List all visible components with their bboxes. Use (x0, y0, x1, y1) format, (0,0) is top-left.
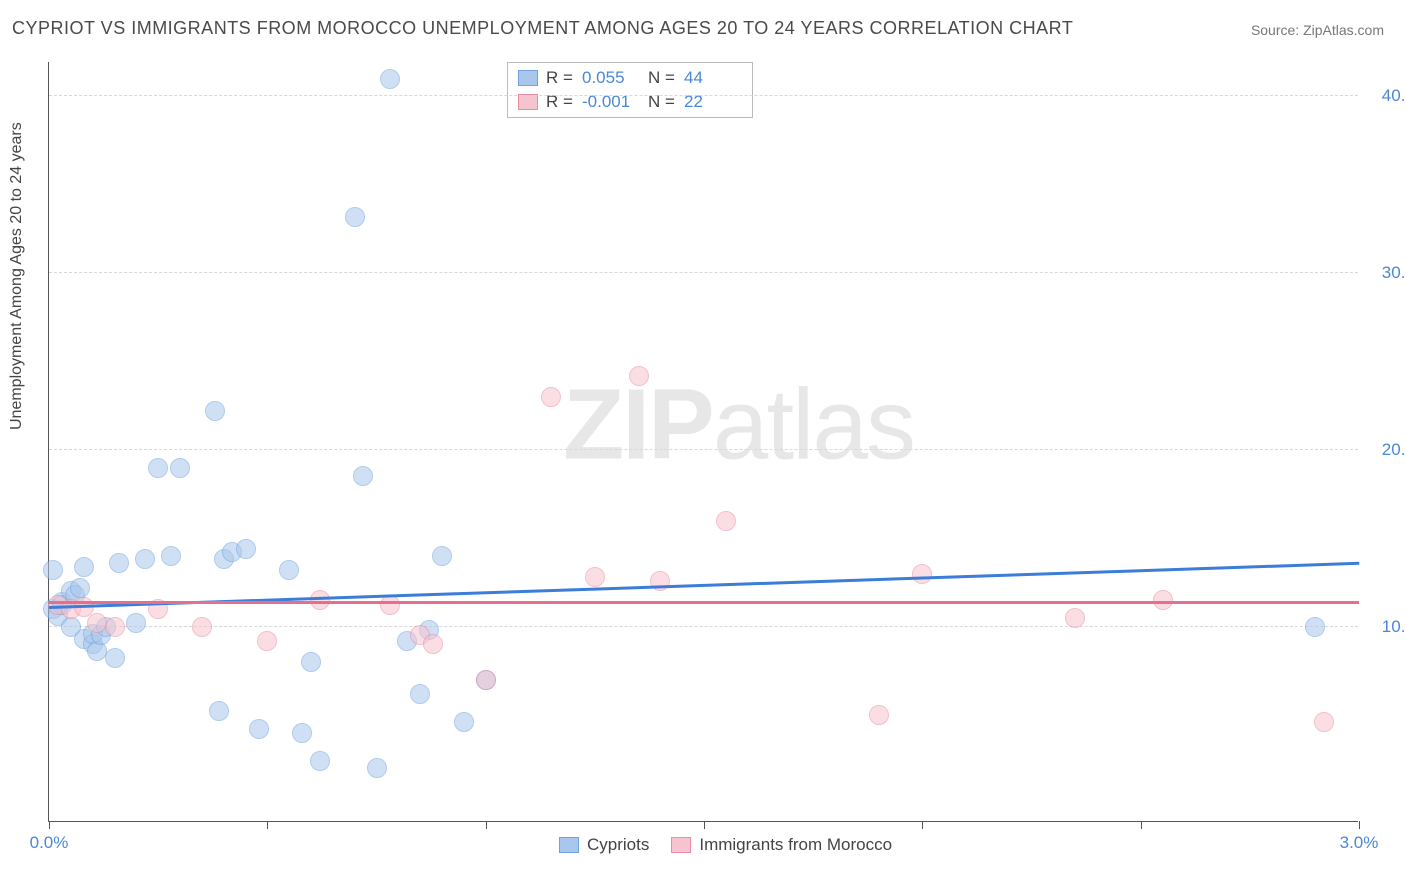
legend-row-cypriots: R = 0.055 N = 44 (518, 66, 742, 90)
series-legend: Cypriots Immigrants from Morocco (559, 835, 892, 855)
y-tick-label: 10.0% (1366, 617, 1406, 637)
data-point (432, 546, 452, 566)
data-point (541, 387, 561, 407)
gridline (49, 449, 1358, 450)
data-point (279, 560, 299, 580)
data-point (1305, 617, 1325, 637)
legend-item-cypriots: Cypriots (559, 835, 649, 855)
trend-line (49, 601, 1359, 604)
data-point (423, 634, 443, 654)
data-point (105, 648, 125, 668)
legend-label-cypriots: Cypriots (587, 835, 649, 855)
data-point (310, 751, 330, 771)
watermark-light: atlas (713, 368, 914, 480)
data-point (126, 613, 146, 633)
r-value-cypriots: 0.055 (582, 68, 640, 88)
y-axis-label: Unemployment Among Ages 20 to 24 years (8, 122, 26, 430)
data-point (585, 567, 605, 587)
x-tick-label: 3.0% (1340, 833, 1379, 853)
data-point (170, 458, 190, 478)
data-point (257, 631, 277, 651)
data-point (629, 366, 649, 386)
data-point (869, 705, 889, 725)
data-point (912, 564, 932, 584)
data-point (454, 712, 474, 732)
scatter-plot-area: ZIPatlas R = 0.055 N = 44 R = -0.001 N =… (48, 62, 1358, 822)
data-point (109, 553, 129, 573)
gridline (49, 626, 1358, 627)
x-tick (922, 821, 923, 829)
data-point (367, 758, 387, 778)
data-point (205, 401, 225, 421)
x-tick (1141, 821, 1142, 829)
watermark: ZIPatlas (563, 367, 914, 482)
y-tick-label: 30.0% (1366, 263, 1406, 283)
data-point (476, 670, 496, 690)
data-point (74, 557, 94, 577)
swatch-morocco (671, 837, 691, 853)
swatch-cypriots (518, 70, 538, 86)
legend-label-morocco: Immigrants from Morocco (699, 835, 892, 855)
data-point (209, 701, 229, 721)
data-point (301, 652, 321, 672)
data-point (310, 590, 330, 610)
x-tick (704, 821, 705, 829)
data-point (716, 511, 736, 531)
n-label: N = (648, 68, 676, 88)
gridline (49, 272, 1358, 273)
legend-row-morocco: R = -0.001 N = 22 (518, 90, 742, 114)
data-point (161, 546, 181, 566)
x-tick-label: 0.0% (30, 833, 69, 853)
data-point (380, 69, 400, 89)
data-point (1065, 608, 1085, 628)
data-point (249, 719, 269, 739)
data-point (353, 466, 373, 486)
data-point (43, 560, 63, 580)
data-point (135, 549, 155, 569)
data-point (345, 207, 365, 227)
data-point (1314, 712, 1334, 732)
gridline (49, 95, 1358, 96)
y-tick-label: 40.0% (1366, 86, 1406, 106)
correlation-legend: R = 0.055 N = 44 R = -0.001 N = 22 (507, 62, 753, 118)
x-tick (1359, 821, 1360, 829)
x-tick (486, 821, 487, 829)
n-value-cypriots: 44 (684, 68, 742, 88)
x-tick (267, 821, 268, 829)
data-point (410, 684, 430, 704)
legend-item-morocco: Immigrants from Morocco (671, 835, 892, 855)
data-point (236, 539, 256, 559)
source-attribution: Source: ZipAtlas.com (1251, 22, 1384, 38)
data-point (70, 578, 90, 598)
data-point (148, 458, 168, 478)
data-point (380, 595, 400, 615)
y-tick-label: 20.0% (1366, 440, 1406, 460)
data-point (292, 723, 312, 743)
data-point (192, 617, 212, 637)
x-tick (49, 821, 50, 829)
data-point (105, 617, 125, 637)
swatch-cypriots (559, 837, 579, 853)
data-point (1153, 590, 1173, 610)
swatch-morocco (518, 94, 538, 110)
r-label: R = (546, 68, 574, 88)
chart-title: CYPRIOT VS IMMIGRANTS FROM MOROCCO UNEMP… (12, 18, 1073, 39)
